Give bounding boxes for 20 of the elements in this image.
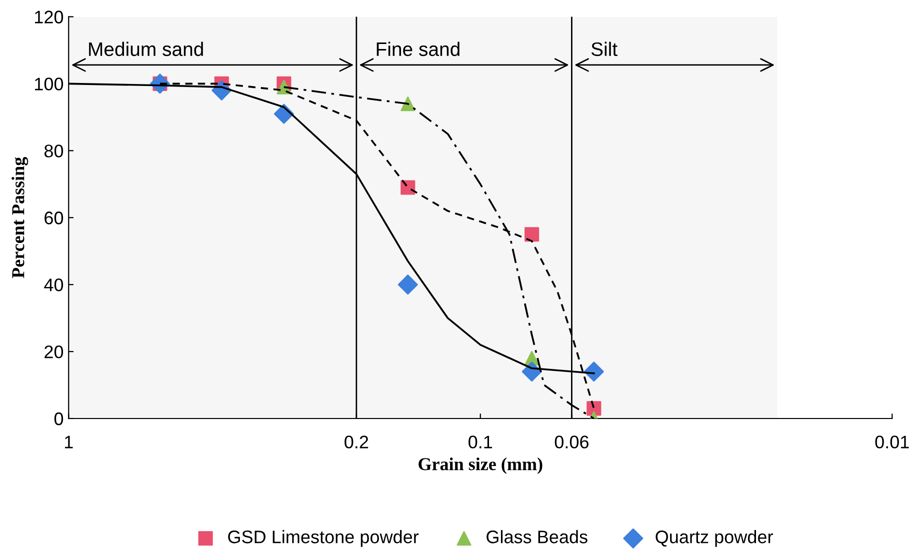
y-tick-label: 20 (44, 345, 64, 358)
band-label: Fine sand (376, 42, 460, 56)
x-tick-label: 0.01 (875, 436, 909, 448)
y-tick-label: 100 (35, 78, 64, 90)
band-label: Silt (591, 42, 618, 56)
legend-label: GSD Limestone powder (228, 530, 419, 547)
y-tick-label: 60 (44, 212, 64, 224)
y-tick-label: 40 (44, 278, 64, 292)
y-tick-label: 0 (54, 412, 64, 426)
legend-label: Glass Beads (486, 530, 588, 544)
y-tick-label: 80 (44, 144, 64, 158)
band-label: Medium sand (89, 42, 203, 56)
x-tick-label: 0.2 (344, 436, 368, 448)
y-axis-title: Percent Passing (12, 157, 28, 278)
x-tick-label: 0.1 (468, 436, 492, 448)
x-tick-label: 0.06 (554, 436, 588, 448)
x-axis-title: Grain size (mm) (418, 458, 542, 474)
x-tick-label: 1 (64, 436, 73, 448)
legend-label: Quartz powder (656, 530, 773, 547)
y-tick-label: 120 (35, 10, 64, 24)
